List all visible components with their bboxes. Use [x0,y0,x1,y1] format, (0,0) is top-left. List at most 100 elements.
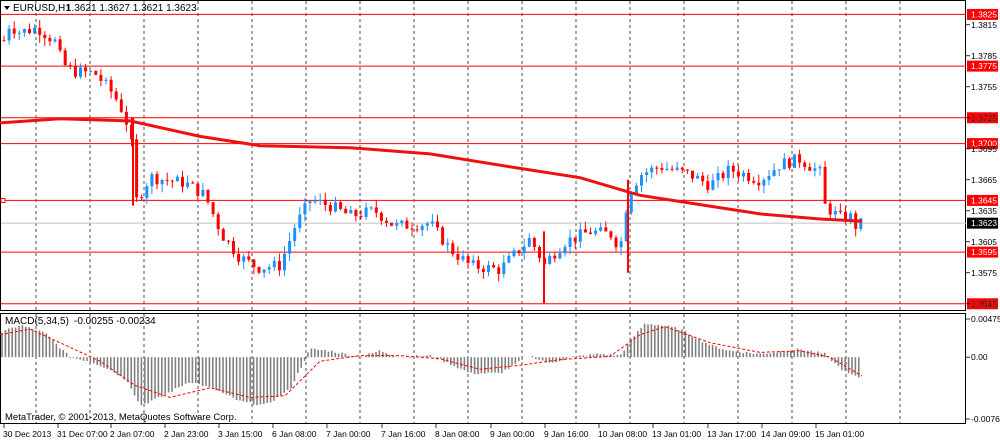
candle-body [395,223,399,226]
candle-body [685,169,689,171]
candle-body [583,229,587,233]
macd-label: MACD(5,34,5) [5,316,69,327]
candle-body [456,254,460,260]
price-tick-label: 1.3785 [971,51,997,61]
candle-body [257,266,261,273]
candle-body [487,265,490,273]
time-tick-label: 6 Jan 08:00 [272,429,317,439]
level-anchor-marker [0,197,6,203]
candle-body [599,227,603,231]
price-tick-label: 1.3755 [971,82,997,92]
moving-average-line [0,117,863,223]
candle-body [124,111,128,125]
candle-body [53,39,57,42]
candle-body [782,158,786,170]
candle-body [838,210,842,213]
level-price-badge [967,194,998,206]
candle-body [68,65,72,67]
candle-body [481,268,485,273]
candle-body [145,186,149,199]
candle-body [22,29,26,33]
chart-menu-arrow-icon[interactable] [4,6,10,10]
candle-body [216,214,220,230]
candle-body [451,243,455,255]
current-price-badge [967,217,998,229]
candle-body [655,167,659,169]
candle-body [288,240,292,254]
candle-body [507,255,511,263]
candle-body [471,260,475,263]
candle-body [130,124,133,140]
time-tick-label: 7 Jan 00:00 [326,429,371,439]
time-axis: 30 Dec 2013 31 Dec 07:00 2 Jan 07:00 2 Jan … [3,424,864,439]
candle-body [415,229,419,231]
candle-body [277,261,281,271]
candle-body [293,228,297,241]
candle-body [364,207,368,217]
level-price-label: 1.3775 [971,61,997,71]
candle-body [747,172,751,181]
candle-body [221,229,225,241]
candle-body [609,231,613,238]
candle-body [466,256,470,263]
candle-body [752,180,756,183]
candle-body [680,167,684,170]
candle-body [446,243,450,245]
candle-body [232,241,235,254]
candle-body [33,27,37,34]
candle-body [742,172,745,177]
price-tick-label: 1.3635 [971,206,997,216]
candle-body [634,185,638,194]
candle-body [736,171,740,177]
candle-body [28,29,31,34]
candle-body [497,267,501,274]
candle-body [58,39,62,51]
level-price-label: 1.3700 [971,139,997,149]
candle-body [527,237,531,247]
candle-body [206,189,210,203]
candle-body [150,174,154,187]
horizontal-levels[interactable]: 1.3825 1.3775 1.3725 1.3700 1.3645 1.3595 1.35… [0,8,998,310]
candle-body [650,167,654,173]
candle-body [660,168,664,170]
candle-body [84,67,88,72]
time-tick-label: 9 Jan 00:00 [490,429,535,439]
candle-body [757,182,761,186]
candle-body [262,269,266,273]
macd-tick-label: -0.00768 [971,414,1000,424]
candle-body [568,237,572,247]
time-tick-label: 2 Jan 23:00 [164,429,209,439]
level-price-label: 1.3725 [971,113,997,123]
candle-body [624,212,628,242]
candle-body [369,207,373,209]
candle-body [349,210,353,214]
level-price-badge [967,138,998,150]
candle-body [175,176,179,182]
copyright-text: MetaTrader, © 2001-2013, MetaQuotes Soft… [5,412,237,423]
candle-body [691,170,694,179]
candle-body [334,202,337,212]
candle-body [226,240,230,242]
price-tick-label: 1.3725 [971,113,997,123]
candle-body [140,197,144,199]
candle-body [844,212,847,221]
candle-body [313,201,317,203]
candle-body [548,255,552,264]
candle-body [614,237,618,248]
time-tick-label: 10 Jan 08:00 [598,429,647,439]
candle-body [328,205,332,212]
candle-body [211,202,215,215]
candle-body [298,214,302,229]
macd-tick-label: 0.00475 [971,314,1000,324]
time-tick-label: 13 Jan 17:00 [707,429,756,439]
level-price-badge [967,8,998,20]
candle-body [170,180,174,182]
candle-body [7,28,11,41]
price-tick-label: 1.3575 [971,268,997,278]
symbol-label: EURUSD,H1 [13,3,71,14]
candle-body [594,230,598,234]
candle-body [436,221,439,228]
candle-body [731,165,735,172]
